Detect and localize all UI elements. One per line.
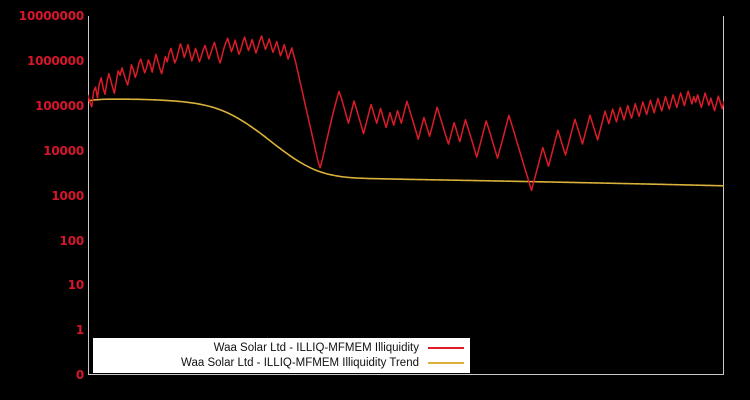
y-axis-tick-1000000: 1000000 (26, 53, 84, 68)
y-axis-tick-0: 0 (75, 368, 84, 383)
legend-item-illiquidity[interactable]: Waa Solar Ltd - ILLIQ-MFMEM Illiquidity (93, 341, 464, 356)
y-axis-tick-1: 1 (75, 323, 84, 338)
chart-legend[interactable]: Waa Solar Ltd - ILLIQ-MFMEM Illiquidity … (93, 338, 470, 373)
plot-frame (88, 16, 724, 375)
legend-label-illiquidity: Waa Solar Ltd - ILLIQ-MFMEM Illiquidity (213, 341, 419, 354)
y-axis-tick-1000: 1000 (51, 188, 84, 203)
y-axis-tick-100: 100 (59, 233, 85, 248)
illiquidity-line-series (88, 35, 724, 192)
y-axis-tick-10000: 10000 (43, 143, 84, 158)
legend-swatch-illiquidity (428, 347, 464, 349)
trend-line-series (88, 98, 724, 187)
legend-item-illiquidity-trend[interactable]: Waa Solar Ltd - ILLIQ-MFMEM Illiquidity … (93, 356, 464, 371)
plot-area (88, 35, 724, 192)
legend-swatch-illiquidity-trend (428, 362, 464, 364)
y-axis-tick-10: 10 (67, 278, 85, 293)
y-axis-tick-100000: 100000 (35, 98, 84, 113)
legend-label-illiquidity-trend: Waa Solar Ltd - ILLIQ-MFMEM Illiquidity … (181, 356, 419, 369)
y-axis-tick-10000000: 10000000 (18, 9, 84, 23)
y-axis-tick-labels: 10000000 1000000 100000 10000 1000 100 10 1 0 (0, 0, 84, 400)
